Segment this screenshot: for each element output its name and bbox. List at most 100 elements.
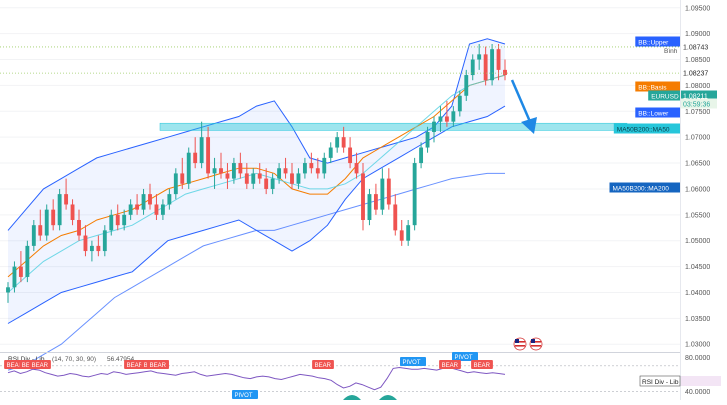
ma50-ma200-label[interactable]: MA50B200::MA200 <box>609 182 681 193</box>
bear-marker[interactable]: BEAR <box>471 360 493 369</box>
candle[interactable] <box>238 152 243 179</box>
candle[interactable] <box>167 188 172 210</box>
candle[interactable] <box>464 69 469 101</box>
candle[interactable] <box>109 209 114 236</box>
candle[interactable] <box>399 220 404 246</box>
projection-arrow[interactable] <box>510 79 537 134</box>
rsi-line[interactable] <box>7 366 506 391</box>
candle[interactable] <box>373 183 378 215</box>
bear-marker[interactable]: BEAR <box>312 360 334 369</box>
bear-marker[interactable]: BEAR <box>439 360 461 369</box>
candle[interactable] <box>6 282 10 303</box>
candle[interactable] <box>393 194 398 236</box>
candle[interactable] <box>219 152 223 179</box>
candle[interactable] <box>496 44 501 81</box>
bear-marker[interactable]: BEAR <box>147 360 169 369</box>
candle[interactable] <box>380 168 385 215</box>
bb-lower-label[interactable]: BB::Lower <box>635 107 680 118</box>
bb-basis-label[interactable]: BB::Basis <box>635 81 680 92</box>
candle[interactable] <box>180 157 185 189</box>
candle[interactable] <box>77 209 81 241</box>
candle[interactable] <box>244 163 249 189</box>
candle[interactable] <box>451 106 456 127</box>
candle[interactable] <box>225 163 230 189</box>
support-zone[interactable] <box>159 122 628 131</box>
candle[interactable] <box>25 240 30 283</box>
candle[interactable] <box>315 157 320 179</box>
candle[interactable] <box>38 209 43 241</box>
candle[interactable] <box>148 183 152 210</box>
candle[interactable] <box>425 126 430 153</box>
candle[interactable] <box>277 163 282 184</box>
candle[interactable] <box>335 132 340 153</box>
candle[interactable] <box>141 188 146 215</box>
candle[interactable] <box>31 220 36 252</box>
candle[interactable] <box>51 199 56 231</box>
candle[interactable] <box>367 188 372 226</box>
ma200-line[interactable] <box>7 172 505 371</box>
bull-marker[interactable] <box>379 395 397 400</box>
candle[interactable] <box>18 251 23 283</box>
candle[interactable] <box>444 100 449 127</box>
candle[interactable] <box>257 163 262 184</box>
candle[interactable] <box>199 121 204 169</box>
candle[interactable] <box>96 235 101 257</box>
candle[interactable] <box>115 204 120 231</box>
candle[interactable] <box>44 204 49 241</box>
candle[interactable] <box>354 152 359 179</box>
candle[interactable] <box>309 152 314 174</box>
candle[interactable] <box>419 142 424 169</box>
candle[interactable] <box>154 194 159 220</box>
candle[interactable] <box>386 168 391 210</box>
candle[interactable] <box>490 44 495 86</box>
candle[interactable] <box>102 225 107 257</box>
candle[interactable] <box>212 157 217 189</box>
candle[interactable] <box>122 209 127 231</box>
candle[interactable] <box>302 157 307 179</box>
candle[interactable] <box>128 199 133 220</box>
ma50-line[interactable] <box>7 74 506 293</box>
us-flag-icon[interactable] <box>513 337 527 351</box>
candle[interactable] <box>438 106 443 132</box>
candle[interactable] <box>477 44 482 70</box>
countdown-tag[interactable]: 03:59:36 <box>681 98 717 109</box>
candle[interactable] <box>457 90 462 117</box>
candle[interactable] <box>503 59 507 81</box>
candle[interactable] <box>206 126 211 179</box>
candle[interactable] <box>483 46 488 86</box>
candle[interactable] <box>251 168 256 189</box>
upper-price-tag[interactable]: 1.08743 <box>681 41 721 52</box>
candle[interactable] <box>361 163 365 231</box>
candle[interactable] <box>348 137 353 169</box>
ma50-ma50-label[interactable]: MA50B200::MA50 <box>613 123 680 134</box>
candle[interactable] <box>57 188 62 231</box>
us-flag-icon[interactable] <box>529 337 543 351</box>
candle[interactable] <box>432 116 436 143</box>
last-price-tag[interactable]: 1.08237 <box>681 67 721 78</box>
symbol-label[interactable]: EURUSD <box>648 90 680 101</box>
candle[interactable] <box>328 142 333 164</box>
bb-upper-label[interactable]: BB::Upper <box>635 36 680 47</box>
bear-marker[interactable]: BEAR <box>124 360 146 369</box>
candle[interactable] <box>470 54 475 81</box>
pivot-marker[interactable]: PIVOT <box>452 352 478 361</box>
candle[interactable] <box>160 199 165 220</box>
candle[interactable] <box>322 152 327 179</box>
candle[interactable] <box>412 157 417 231</box>
candle[interactable] <box>186 147 191 189</box>
pivot-marker[interactable]: PIVOT <box>232 390 258 399</box>
candle[interactable] <box>12 261 17 293</box>
candle[interactable] <box>231 157 236 184</box>
candle[interactable] <box>290 163 294 189</box>
candle[interactable] <box>193 137 198 169</box>
candle[interactable] <box>83 225 88 257</box>
candle[interactable] <box>270 173 275 195</box>
current-price-tag[interactable]: 1.08211 <box>681 90 717 101</box>
candle[interactable] <box>89 240 94 262</box>
bull-marker[interactable] <box>343 395 361 400</box>
candle[interactable] <box>135 194 140 215</box>
candle[interactable] <box>296 168 301 189</box>
candle[interactable] <box>283 157 288 179</box>
